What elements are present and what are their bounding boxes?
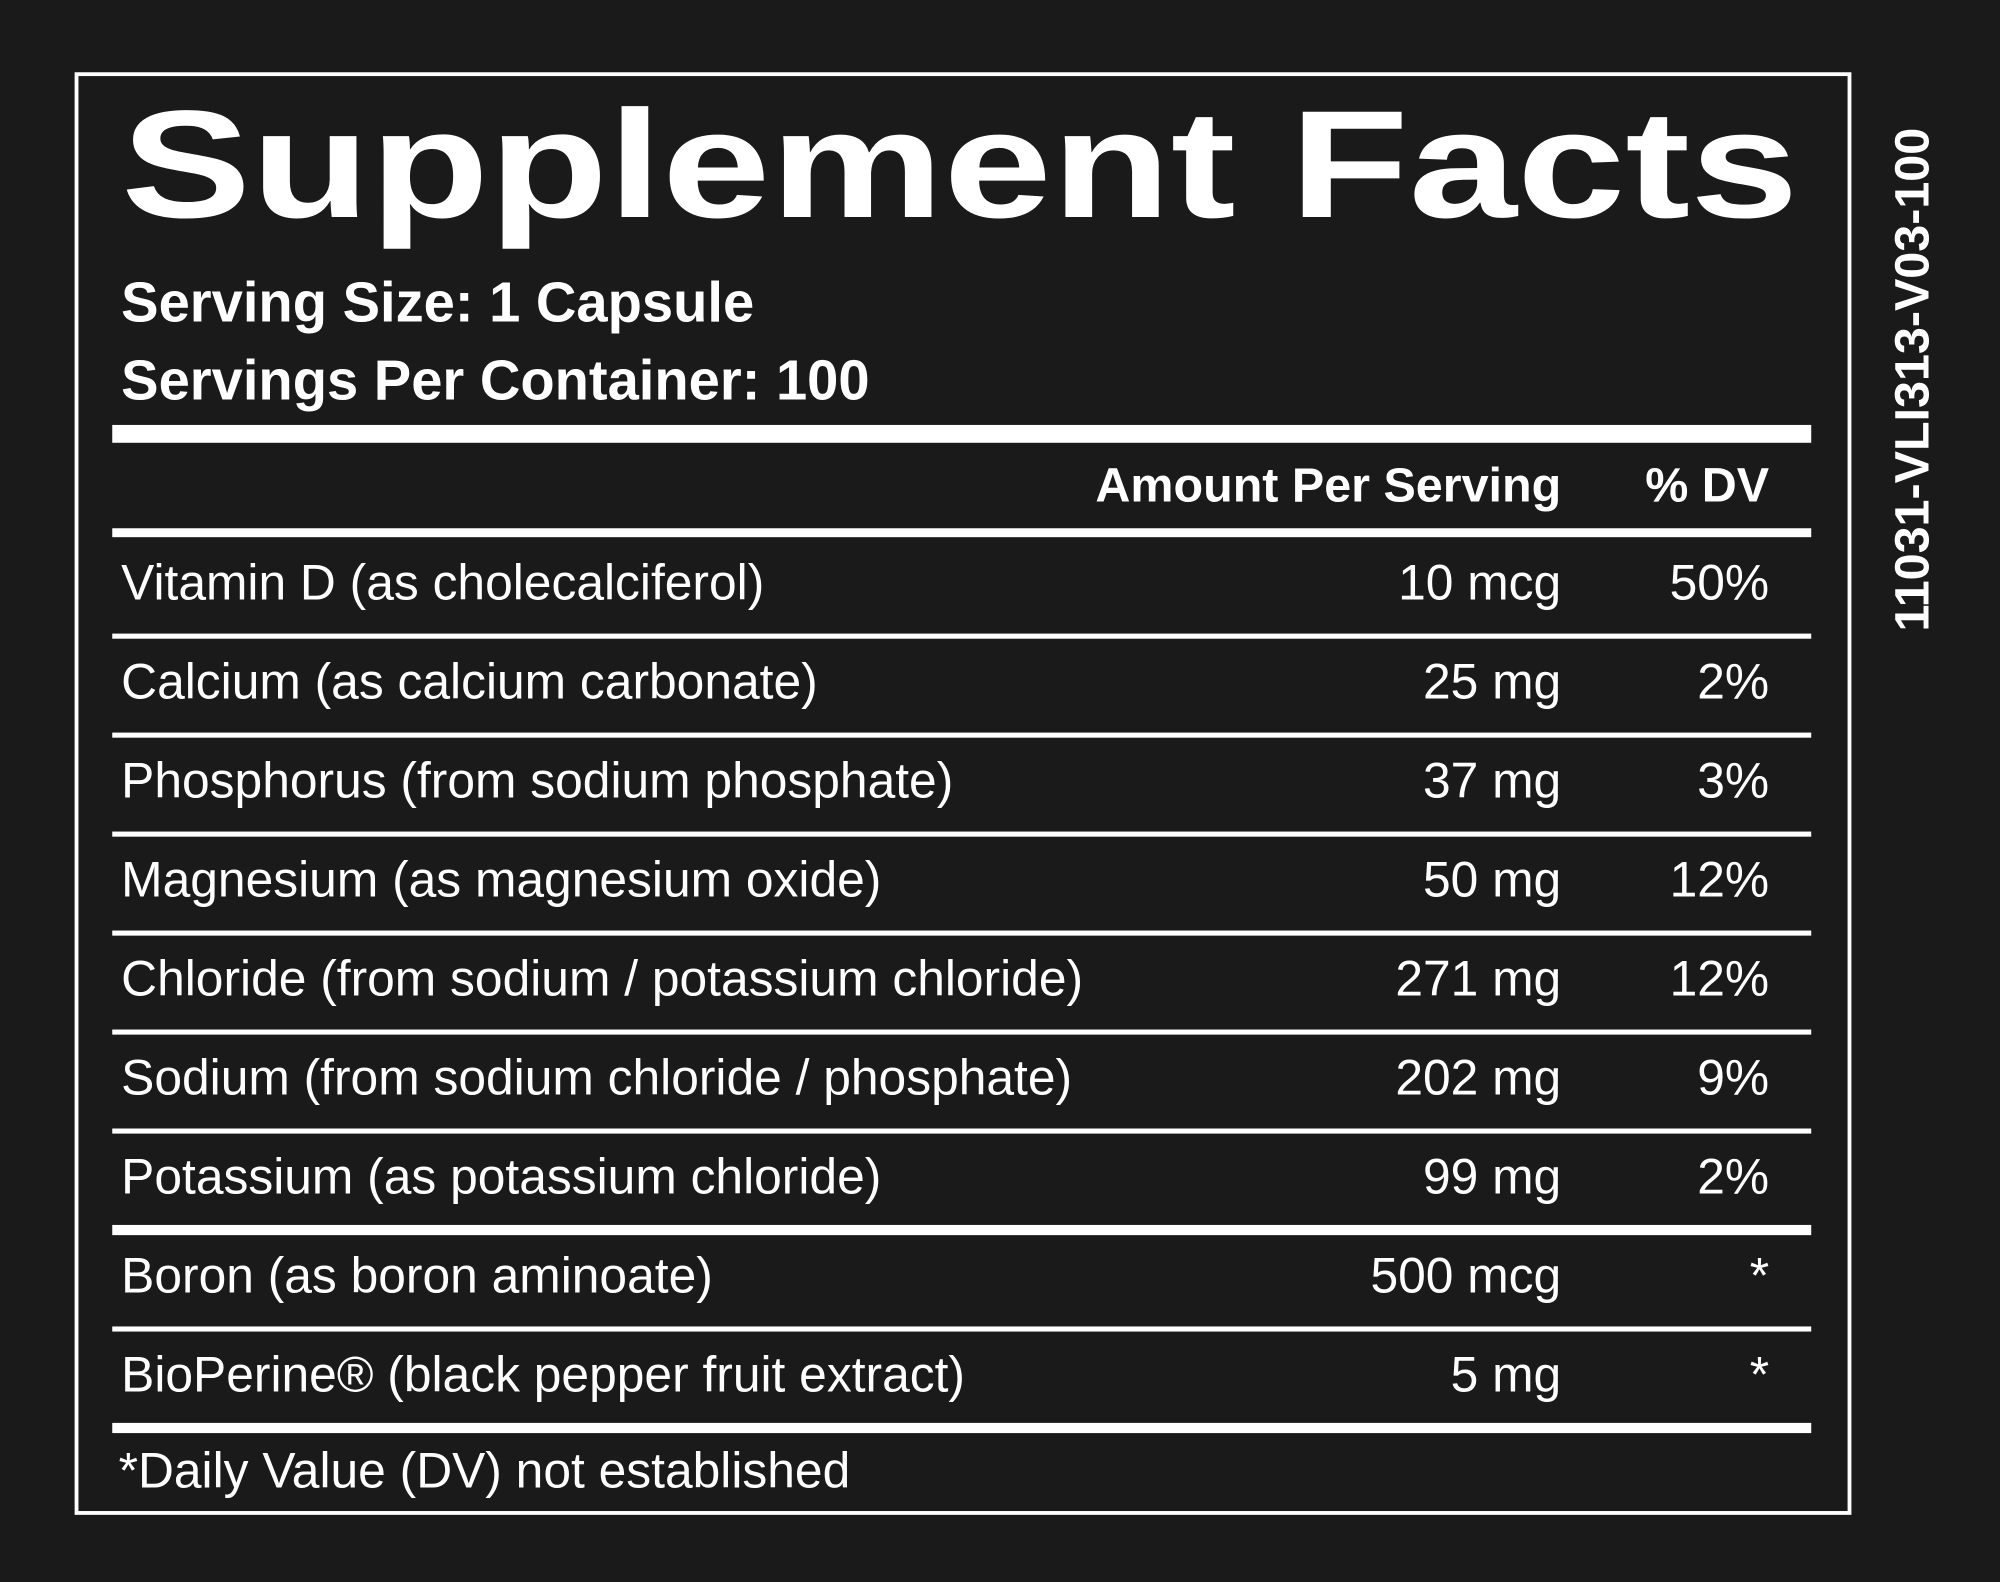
rule xyxy=(112,528,1812,538)
row-rule xyxy=(112,732,1812,738)
daily-value: 9% xyxy=(1697,1050,1769,1106)
amount: 500 mcg xyxy=(1370,1248,1561,1304)
row-rule xyxy=(112,930,1812,936)
amount: 202 mg xyxy=(1395,1050,1561,1106)
nutrient-name: Phosphorus (from sodium phosphate) xyxy=(121,753,953,809)
daily-value: 50% xyxy=(1670,555,1770,611)
amount: 50 mg xyxy=(1423,852,1561,908)
row-rule xyxy=(112,633,1812,639)
amount: 37 mg xyxy=(1423,753,1561,809)
thick-rule xyxy=(112,424,1812,443)
amount: 271 mg xyxy=(1395,951,1561,1007)
row-rule xyxy=(112,1326,1812,1332)
daily-value: 2% xyxy=(1697,654,1769,710)
daily-value: 12% xyxy=(1670,951,1770,1007)
nutrient-name: Calcium (as calcium carbonate) xyxy=(121,654,818,710)
daily-value: 3% xyxy=(1697,753,1769,809)
thick-rule xyxy=(112,1422,1812,1434)
nutrient-name: Boron (as boron aminoate) xyxy=(121,1248,713,1304)
nutrient-name: Magnesium (as magnesium oxide) xyxy=(121,852,881,908)
servings-per-container: Servings Per Container: 100 xyxy=(121,348,869,411)
nutrient-name: BioPerine® (black pepper fruit extract) xyxy=(121,1347,965,1403)
nutrient-name: Potassium (as potassium chloride) xyxy=(121,1149,881,1205)
amount: 99 mg xyxy=(1423,1149,1561,1205)
title: Supplement Facts xyxy=(121,79,1798,250)
column-header: Amount Per Serving xyxy=(1095,458,1561,512)
product-code: 11031-VLI313-V03-100 xyxy=(1886,128,1940,632)
nutrient-name: Chloride (from sodium / potassium chlori… xyxy=(121,951,1083,1007)
nutrient-name: Vitamin D (as cholecalciferol) xyxy=(121,555,764,611)
nutrient-name: Sodium (from sodium chloride / phosphate… xyxy=(121,1050,1072,1106)
row-rule xyxy=(112,1128,1812,1134)
column-header: % DV xyxy=(1645,458,1769,512)
row-rule xyxy=(112,1029,1812,1035)
amount: 5 mg xyxy=(1451,1347,1562,1403)
daily-value: * xyxy=(1750,1347,1769,1403)
border xyxy=(74,72,1852,1515)
daily-value: 2% xyxy=(1697,1149,1769,1205)
daily-value: * xyxy=(1750,1248,1769,1304)
amount: 25 mg xyxy=(1423,654,1561,710)
footnote: *Daily Value (DV) not established xyxy=(119,1442,851,1498)
thick-rule xyxy=(112,1224,1812,1236)
amount: 10 mcg xyxy=(1398,555,1561,611)
serving-size: Serving Size: 1 Capsule xyxy=(121,271,754,334)
row-rule xyxy=(112,831,1812,837)
daily-value: 12% xyxy=(1670,852,1770,908)
